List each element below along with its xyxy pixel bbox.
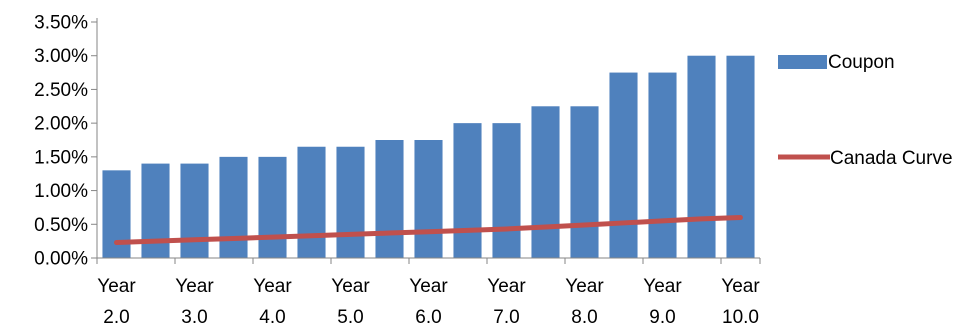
coupon-bar (414, 140, 443, 258)
x-tick-label: Year (643, 276, 682, 297)
x-tick-label: Year (565, 276, 604, 297)
y-tick-group: 0.00% 0.50% 1.00% 1.50% 2.00% 2.50% 3.00% 3.50% (34, 13, 88, 270)
x-tick-label: Year (331, 276, 370, 297)
bar-group (102, 55, 755, 259)
x-tick-group: Year 2.0 Year 3.0 Year 4.0 Year 5.0 Year 6.0 Year 7… (97, 276, 760, 328)
x-tick-label: 9.0 (649, 307, 675, 328)
x-tick-label: Year (97, 276, 136, 297)
x-tick-label: Year (253, 276, 292, 297)
coupon-bar (531, 106, 560, 258)
y-tick-label: 0.00% (34, 249, 88, 270)
x-tick-label: 6.0 (415, 307, 441, 328)
canada-curve-line (114, 215, 743, 245)
coupon-bar (726, 55, 755, 259)
x-tick-label: 5.0 (337, 307, 363, 328)
coupon-bar (453, 123, 482, 258)
y-tick-label: 2.00% (34, 114, 88, 135)
line-group (114, 215, 743, 245)
coupon-bar (375, 140, 404, 258)
legend-swatch-coupon (778, 55, 827, 69)
coupon-bar (219, 156, 248, 258)
x-tick-label: 10.0 (722, 307, 759, 328)
legend: Coupon Canada Curve (778, 52, 953, 169)
coupon-bar (492, 123, 521, 258)
coupon-bar (609, 72, 638, 258)
coupon-bar (297, 146, 326, 258)
x-tick-label: Year (721, 276, 760, 297)
y-tick-label: 2.50% (34, 80, 88, 101)
y-tick-label: 0.50% (34, 215, 88, 236)
coupon-bar (336, 146, 365, 258)
x-tick-label: Year (487, 276, 526, 297)
y-tick-label: 1.00% (34, 181, 88, 202)
x-tick-label: 8.0 (571, 307, 597, 328)
legend-label-coupon: Coupon (828, 52, 895, 73)
axes (91, 18, 761, 264)
coupon-bar (180, 163, 209, 258)
x-tick-label: Year (175, 276, 214, 297)
x-tick-label: Year (409, 276, 448, 297)
coupon-bar (258, 156, 287, 258)
coupon-bar (687, 55, 716, 259)
x-tick-label: 4.0 (259, 307, 285, 328)
x-tick-label: 3.0 (181, 307, 207, 328)
x-tick-label: 2.0 (103, 307, 129, 328)
x-tick-label: 7.0 (493, 307, 519, 328)
y-tick-label: 1.50% (34, 147, 88, 168)
coupon-bar (648, 72, 677, 258)
legend-label-canada-curve: Canada Curve (830, 148, 953, 169)
coupon-bar (570, 106, 599, 258)
y-tick-label: 3.50% (34, 13, 88, 34)
y-tick-label: 3.00% (34, 46, 88, 67)
